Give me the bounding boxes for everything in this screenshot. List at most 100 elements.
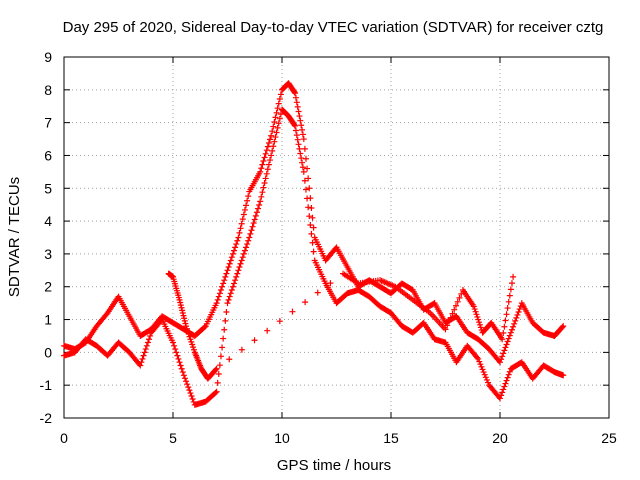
data-point xyxy=(215,371,222,378)
data-point xyxy=(264,143,271,150)
y-tick-label: 6 xyxy=(44,147,52,163)
data-point xyxy=(506,332,513,339)
data-point xyxy=(224,300,231,307)
data-point xyxy=(248,227,255,234)
data-point xyxy=(506,292,513,299)
data-point xyxy=(263,170,270,177)
data-point xyxy=(228,287,235,294)
data-point xyxy=(212,366,219,373)
data-point xyxy=(188,393,195,400)
data-point xyxy=(189,341,196,348)
data-point xyxy=(261,180,268,187)
data-point xyxy=(307,222,314,229)
y-tick-label: 2 xyxy=(44,279,52,295)
data-point xyxy=(501,347,508,354)
data-point xyxy=(243,244,250,251)
data-point xyxy=(504,338,511,345)
data-point xyxy=(485,379,492,386)
data-points xyxy=(61,80,567,408)
data-point xyxy=(249,223,256,230)
data-point xyxy=(227,290,234,297)
x-tick-label: 10 xyxy=(274,430,290,446)
data-point xyxy=(233,273,240,280)
data-point xyxy=(261,154,268,161)
data-point xyxy=(291,89,298,96)
data-point xyxy=(201,324,208,331)
data-point xyxy=(296,113,303,120)
data-point xyxy=(220,280,227,287)
data-point xyxy=(289,308,296,315)
data-point xyxy=(499,389,506,396)
data-point xyxy=(177,362,184,369)
data-point xyxy=(301,145,308,152)
data-point xyxy=(216,290,223,297)
data-point xyxy=(513,314,520,321)
data-point xyxy=(262,150,269,157)
data-point xyxy=(178,365,185,372)
data-point xyxy=(213,388,220,395)
data-point xyxy=(264,166,271,173)
data-point xyxy=(235,234,242,241)
data-point xyxy=(213,365,220,372)
data-point xyxy=(503,377,510,384)
data-point xyxy=(478,363,485,370)
data-point xyxy=(301,177,308,184)
y-axis-label: SDTVAR / TECUs xyxy=(6,177,23,297)
y-tick-label: 7 xyxy=(44,115,52,131)
data-point xyxy=(267,136,274,143)
data-point xyxy=(265,139,272,146)
axis-ticks: 0 5 10 15 20 25 -2 -1 0 1 2 3 4 5 6 7 8 9 xyxy=(40,49,617,446)
data-point xyxy=(175,355,182,362)
data-point xyxy=(302,299,309,306)
data-point xyxy=(238,257,245,264)
data-point xyxy=(225,264,232,271)
y-tick-label: 4 xyxy=(44,213,52,229)
data-point xyxy=(146,336,153,343)
data-point xyxy=(228,254,235,261)
data-point xyxy=(173,349,180,356)
data-point xyxy=(308,230,315,237)
data-point xyxy=(174,352,181,359)
data-point xyxy=(306,213,313,220)
data-point xyxy=(137,362,144,369)
data-point xyxy=(297,117,304,124)
data-point xyxy=(277,111,284,118)
data-point xyxy=(140,352,147,359)
data-point xyxy=(276,318,283,325)
data-point xyxy=(229,283,236,290)
data-point xyxy=(291,121,298,128)
data-point xyxy=(271,138,278,145)
data-point xyxy=(226,260,233,267)
data-point xyxy=(294,136,301,143)
data-point xyxy=(170,339,176,346)
data-point xyxy=(274,124,281,131)
data-point xyxy=(483,376,490,383)
data-point xyxy=(138,359,145,366)
data-point xyxy=(234,237,241,244)
data-point xyxy=(236,264,243,271)
data-point xyxy=(177,299,184,306)
data-point xyxy=(501,383,508,390)
data-point xyxy=(238,346,245,353)
data-point xyxy=(219,283,226,290)
data-point xyxy=(269,147,276,154)
data-point xyxy=(304,195,311,202)
data-point xyxy=(179,309,186,316)
data-point xyxy=(185,384,192,391)
data-point xyxy=(309,214,316,221)
data-point xyxy=(454,298,461,305)
data-point xyxy=(474,313,481,320)
data-point xyxy=(500,350,507,357)
data-point xyxy=(515,308,522,315)
data-point xyxy=(268,152,275,159)
data-point xyxy=(183,325,190,332)
data-point xyxy=(293,99,300,106)
data-point xyxy=(139,355,146,362)
data-point xyxy=(444,322,451,329)
data-point xyxy=(306,185,313,192)
data-point xyxy=(229,250,236,257)
data-point xyxy=(184,328,191,335)
data-point xyxy=(253,209,260,216)
data-point xyxy=(258,193,265,200)
data-point xyxy=(476,319,483,326)
